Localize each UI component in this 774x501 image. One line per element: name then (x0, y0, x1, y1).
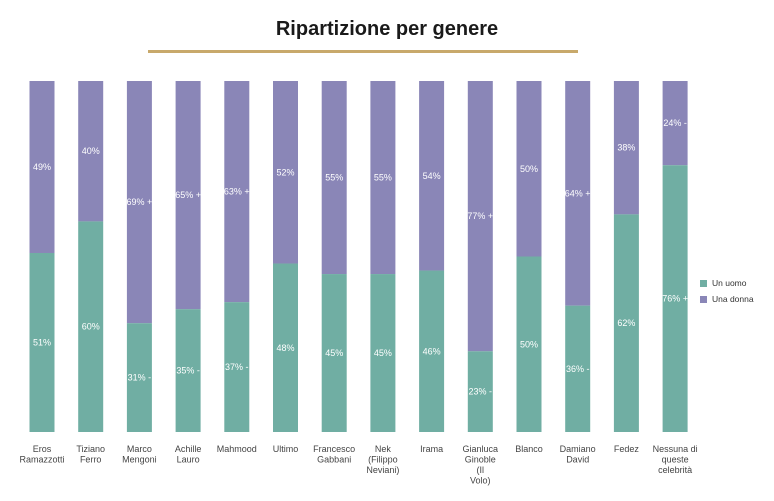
data-label-donna: 40% (82, 146, 100, 156)
data-label-uomo: 45% (374, 348, 392, 358)
data-label-donna: 55% (325, 173, 343, 183)
bar-donna (565, 81, 591, 306)
category-label: Fedez (614, 444, 640, 454)
bar-uomo (224, 302, 250, 432)
bar-uomo (175, 309, 201, 432)
legend: Un uomo Una donna (700, 278, 754, 310)
legend-label-donna: Una donna (712, 294, 754, 304)
category-label: Achille Lauro (175, 444, 202, 465)
bar-donna (662, 81, 688, 166)
data-label-uomo: 37% - (225, 362, 249, 372)
data-label-donna: 64% + (565, 188, 591, 198)
bar-donna (467, 81, 493, 352)
bar-donna (370, 81, 396, 275)
data-label-uomo: 48% (276, 343, 294, 353)
bar-uomo (467, 351, 493, 432)
legend-label-uomo: Un uomo (712, 278, 747, 288)
legend-swatch-donna (700, 295, 707, 303)
category-label: Ultimo (273, 444, 299, 454)
bar-uomo (613, 214, 639, 432)
bar-donna (78, 81, 104, 222)
data-label-uomo: 60% (82, 322, 100, 332)
data-label-uomo: 51% (33, 337, 51, 347)
data-label-uomo: 45% (325, 348, 343, 358)
data-label-uomo: 46% (423, 346, 441, 356)
data-label-donna: 77% + (467, 211, 493, 221)
bar-donna (613, 81, 639, 215)
bar-uomo (321, 274, 347, 432)
data-label-donna: 52% (276, 167, 294, 177)
category-label: Gianluca Ginoble (Il Volo) (463, 444, 499, 486)
category-label: Mahmood (217, 444, 257, 454)
category-label: Nessuna di queste celebrità (653, 444, 698, 475)
data-label-donna: 69% + (127, 197, 153, 207)
bar-donna (29, 81, 55, 253)
bar-uomo (419, 270, 445, 432)
category-label: Francesco Gabbani (313, 444, 355, 465)
bar-uomo (273, 263, 298, 432)
data-label-donna: 49% (33, 162, 51, 172)
data-label-uomo: 62% (617, 318, 635, 328)
category-label: Damiano David (560, 444, 596, 465)
data-label-uomo: 23% - (469, 387, 493, 397)
bar-donna (321, 81, 347, 275)
bar-uomo (370, 274, 396, 432)
bar-uomo (662, 165, 688, 433)
data-label-donna: 24% - (663, 118, 687, 128)
data-label-donna: 65% + (175, 190, 201, 200)
legend-swatch-uomo (700, 279, 707, 287)
bar-uomo (78, 221, 104, 432)
title-underline (148, 50, 578, 53)
data-label-donna: 55% (374, 173, 392, 183)
bar-donna (175, 81, 201, 310)
category-label: Tiziano Ferro (76, 444, 105, 465)
data-label-uomo: 76% + (662, 294, 688, 304)
bar-donna (273, 81, 298, 264)
data-label-donna: 54% (423, 171, 441, 181)
legend-item-uomo: Un uomo (700, 278, 754, 288)
category-label: Nek (Filippo Neviani) (366, 444, 399, 475)
data-label-donna: 50% (520, 164, 538, 174)
data-label-uomo: 50% (520, 339, 538, 349)
bar-uomo (516, 256, 542, 432)
legend-item-donna: Una donna (700, 294, 754, 304)
category-label: Irama (420, 444, 443, 454)
category-label: Blanco (515, 444, 543, 454)
data-label-uomo: 36% - (566, 364, 590, 374)
data-label-donna: 63% + (224, 187, 250, 197)
bar-uomo (29, 252, 55, 432)
data-label-donna: 38% (617, 143, 635, 153)
bar-uomo (565, 305, 591, 432)
bar-uomo (126, 323, 152, 432)
data-label-uomo: 35% - (176, 366, 200, 376)
data-label-uomo: 31% - (128, 373, 152, 383)
bar-donna (126, 81, 152, 324)
chart-title: Ripartizione per genere (275, 18, 499, 40)
bar-donna (516, 81, 542, 257)
bar-donna (419, 81, 445, 271)
category-label: Marco Mengoni (122, 444, 157, 465)
category-label: Eros Ramazzotti (19, 444, 64, 465)
bar-donna (224, 81, 250, 303)
